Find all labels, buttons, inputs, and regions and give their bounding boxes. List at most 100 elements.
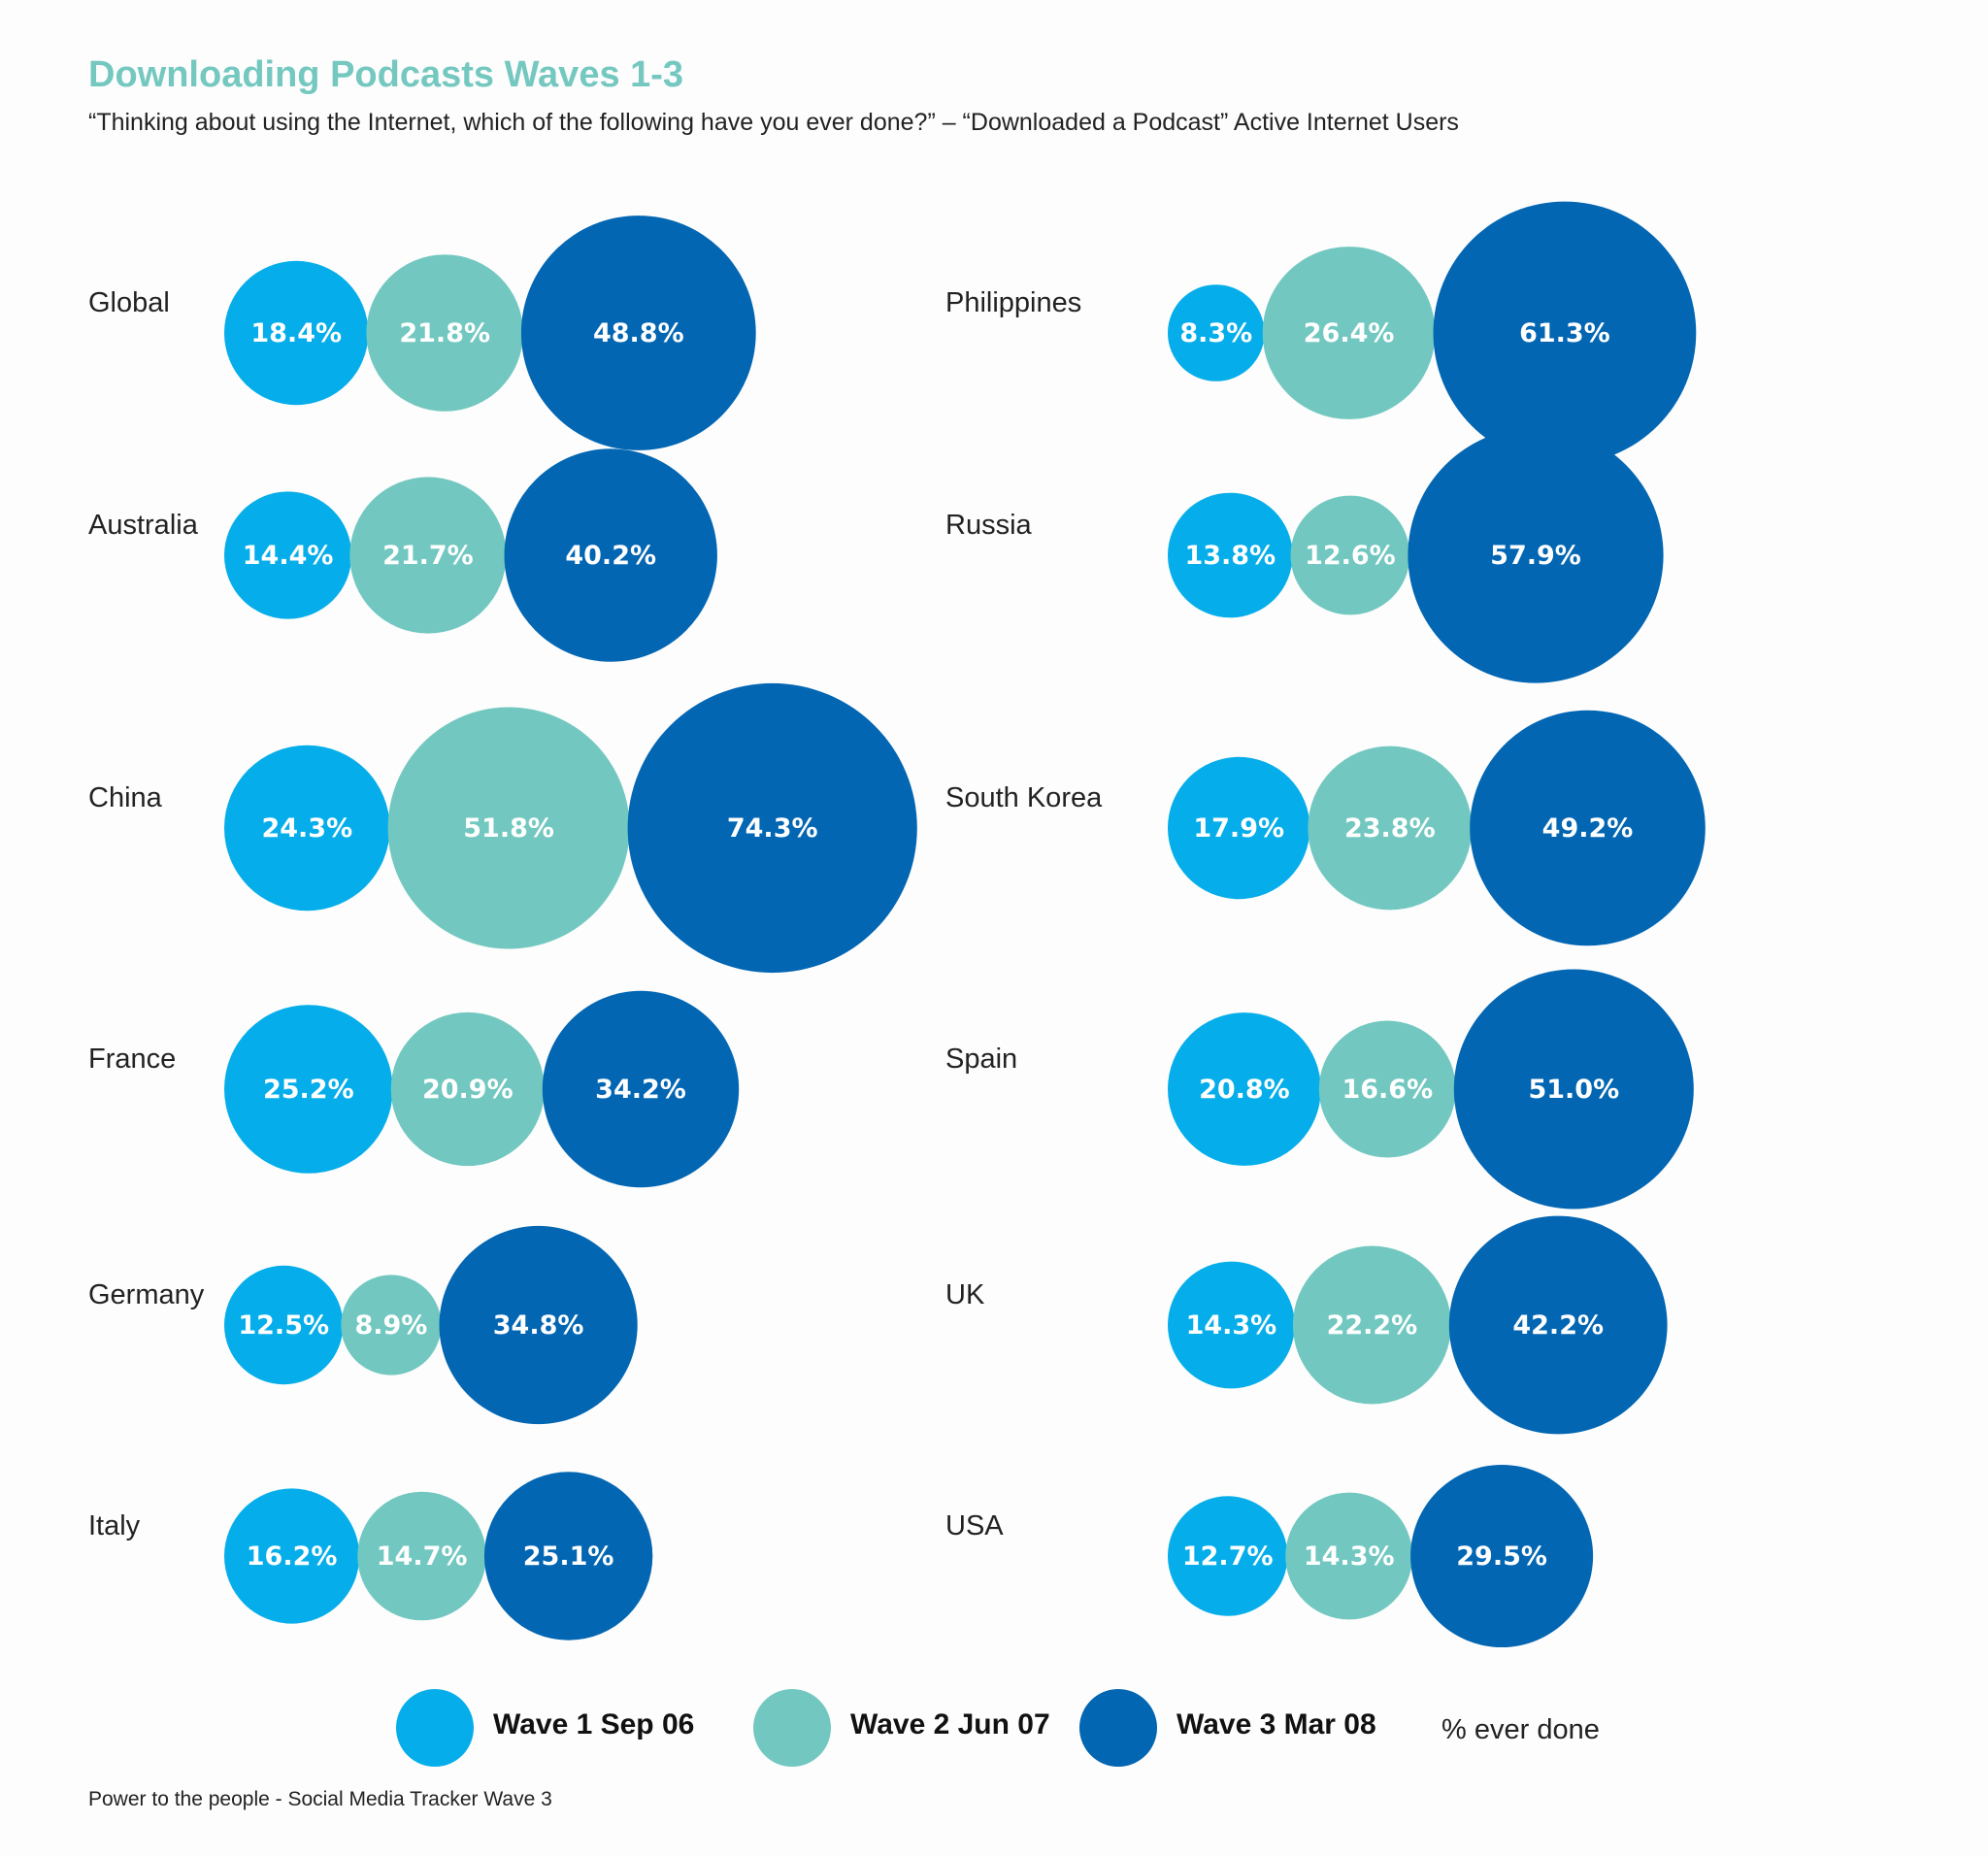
group-uk: UK 14.3% 22.2% 42.2% <box>945 1215 1668 1435</box>
bubble-philippines-wave-1 <box>1168 284 1265 381</box>
chart-title: Downloading Podcasts Waves 1-3 <box>88 54 684 95</box>
group-global: Global 18.4% 21.8% 48.8% <box>88 215 756 450</box>
bubble-label-germany-wave-1: 12.5% <box>238 1310 329 1341</box>
bubble-russia-wave-2 <box>1290 495 1410 615</box>
legend-label-wave-1: Wave 1 Sep 06 <box>493 1708 695 1740</box>
country-label-australia: Australia <box>88 510 199 541</box>
bubble-label-france-wave-1: 25.2% <box>263 1075 354 1105</box>
bubble-label-spain-wave-3: 51.0% <box>1528 1075 1619 1105</box>
country-label-south-korea: South Korea <box>945 782 1103 813</box>
bubble-label-uk-wave-1: 14.3% <box>1186 1310 1277 1341</box>
bubble-usa-wave-2 <box>1285 1492 1413 1620</box>
legend-swatch-wave-1 <box>396 1689 474 1767</box>
group-south-korea: South Korea 17.9% 23.8% 49.2% <box>945 710 1706 946</box>
bubble-label-philippines-wave-1: 8.3% <box>1179 318 1252 348</box>
bubble-germany-wave-2 <box>341 1275 442 1375</box>
bubble-australia-wave-3 <box>504 448 717 662</box>
country-label-spain: Spain <box>945 1044 1017 1075</box>
bubble-australia-wave-2 <box>349 477 507 634</box>
bubble-label-china-wave-3: 74.3% <box>727 813 818 844</box>
bubble-uk-wave-1 <box>1168 1261 1295 1389</box>
bubble-global-wave-2 <box>366 254 523 412</box>
bubble-south-korea-wave-2 <box>1308 746 1473 911</box>
group-germany: Germany 12.5% 8.9% 34.8% <box>88 1225 638 1425</box>
unit-label: % ever done <box>1441 1714 1600 1745</box>
group-spain: Spain 20.8% 16.6% 51.0% <box>945 969 1694 1210</box>
country-label-uk: UK <box>945 1279 985 1310</box>
bubble-philippines-wave-3 <box>1433 201 1697 465</box>
bubble-uk-wave-3 <box>1448 1215 1668 1435</box>
bubble-label-australia-wave-1: 14.4% <box>243 541 334 571</box>
chart-subtitle: “Thinking about using the Internet, whic… <box>88 109 1459 136</box>
bubble-label-australia-wave-2: 21.7% <box>382 541 474 571</box>
bubble-label-italy-wave-3: 25.1% <box>523 1541 614 1572</box>
bubble-france-wave-2 <box>390 1011 545 1167</box>
bubble-france-wave-3 <box>542 990 740 1188</box>
bubble-spain-wave-3 <box>1453 969 1694 1210</box>
bubble-label-south-korea-wave-2: 23.8% <box>1344 813 1436 844</box>
bubble-chart: Global 18.4% 21.8% 48.8% Australia 14.4% 21.7%… <box>88 201 1706 1647</box>
bubble-label-global-wave-2: 21.8% <box>399 318 490 348</box>
bubble-label-russia-wave-1: 13.8% <box>1184 541 1276 571</box>
bubble-label-usa-wave-2: 14.3% <box>1304 1541 1395 1572</box>
bubble-label-china-wave-2: 51.8% <box>463 813 554 844</box>
bubble-label-philippines-wave-2: 26.4% <box>1304 318 1395 348</box>
bubble-france-wave-1 <box>223 1005 393 1174</box>
country-label-usa: USA <box>945 1510 1004 1541</box>
group-usa: USA 12.7% 14.3% 29.5% <box>945 1465 1594 1647</box>
country-label-france: France <box>88 1044 176 1075</box>
bubble-label-france-wave-3: 34.2% <box>595 1075 686 1105</box>
country-label-germany: Germany <box>88 1279 205 1310</box>
bubble-label-global-wave-3: 48.8% <box>593 318 684 348</box>
bubble-label-spain-wave-2: 16.6% <box>1342 1075 1433 1105</box>
group-philippines: Philippines 8.3% 26.4% 61.3% <box>945 201 1697 465</box>
bubble-label-south-korea-wave-1: 17.9% <box>1193 813 1284 844</box>
bubble-label-australia-wave-3: 40.2% <box>565 541 656 571</box>
bubble-label-uk-wave-2: 22.2% <box>1327 1310 1418 1341</box>
country-label-china: China <box>88 782 163 813</box>
bubble-label-south-korea-wave-3: 49.2% <box>1542 813 1634 844</box>
bubble-germany-wave-1 <box>224 1265 344 1385</box>
bubble-china-wave-2 <box>387 707 630 949</box>
bubble-south-korea-wave-1 <box>1168 756 1310 900</box>
bubble-label-france-wave-2: 20.9% <box>422 1075 514 1105</box>
bubble-label-usa-wave-1: 12.7% <box>1182 1541 1274 1572</box>
footer-source: Power to the people - Social Media Track… <box>88 1788 552 1810</box>
group-china: China 24.3% 51.8% 74.3% <box>88 682 917 974</box>
bubble-spain-wave-2 <box>1318 1020 1456 1158</box>
bubble-philippines-wave-2 <box>1262 247 1436 419</box>
bubble-germany-wave-3 <box>439 1225 638 1425</box>
bubble-global-wave-3 <box>520 215 756 450</box>
country-label-italy: Italy <box>88 1510 141 1541</box>
bubble-label-russia-wave-3: 57.9% <box>1490 541 1581 571</box>
bubble-russia-wave-3 <box>1408 427 1664 683</box>
group-italy: Italy 16.2% 14.7% 25.1% <box>88 1472 653 1641</box>
bubble-label-italy-wave-1: 16.2% <box>247 1541 338 1572</box>
bubble-label-russia-wave-2: 12.6% <box>1305 541 1396 571</box>
country-label-russia: Russia <box>945 510 1033 541</box>
bubble-china-wave-1 <box>223 745 390 911</box>
bubble-usa-wave-3 <box>1410 1465 1594 1647</box>
bubble-label-uk-wave-3: 42.2% <box>1512 1310 1604 1341</box>
bubble-south-korea-wave-3 <box>1470 710 1706 946</box>
bubble-italy-wave-1 <box>224 1488 360 1624</box>
country-label-global: Global <box>88 287 170 318</box>
bubble-label-usa-wave-3: 29.5% <box>1456 1541 1547 1572</box>
legend-swatch-wave-3 <box>1079 1689 1157 1767</box>
bubble-label-germany-wave-3: 34.8% <box>493 1310 584 1341</box>
legend-swatch-wave-2 <box>753 1689 831 1767</box>
bubble-russia-wave-1 <box>1168 492 1293 618</box>
bubble-italy-wave-2 <box>357 1491 486 1621</box>
group-australia: Australia 14.4% 21.7% 40.2% <box>88 448 717 662</box>
legend-label-wave-3: Wave 3 Mar 08 <box>1176 1708 1376 1740</box>
group-russia: Russia 13.8% 12.6% 57.9% <box>945 427 1664 683</box>
bubble-label-italy-wave-2: 14.7% <box>377 1541 468 1572</box>
bubble-label-philippines-wave-3: 61.3% <box>1519 318 1610 348</box>
bubble-label-china-wave-1: 24.3% <box>261 813 352 844</box>
legend-label-wave-2: Wave 2 Jun 07 <box>850 1708 1050 1740</box>
bubble-label-spain-wave-1: 20.8% <box>1199 1075 1290 1105</box>
bubble-spain-wave-1 <box>1168 1012 1321 1166</box>
group-france: France 25.2% 20.9% 34.2% <box>88 990 740 1188</box>
bubble-usa-wave-1 <box>1168 1496 1288 1616</box>
